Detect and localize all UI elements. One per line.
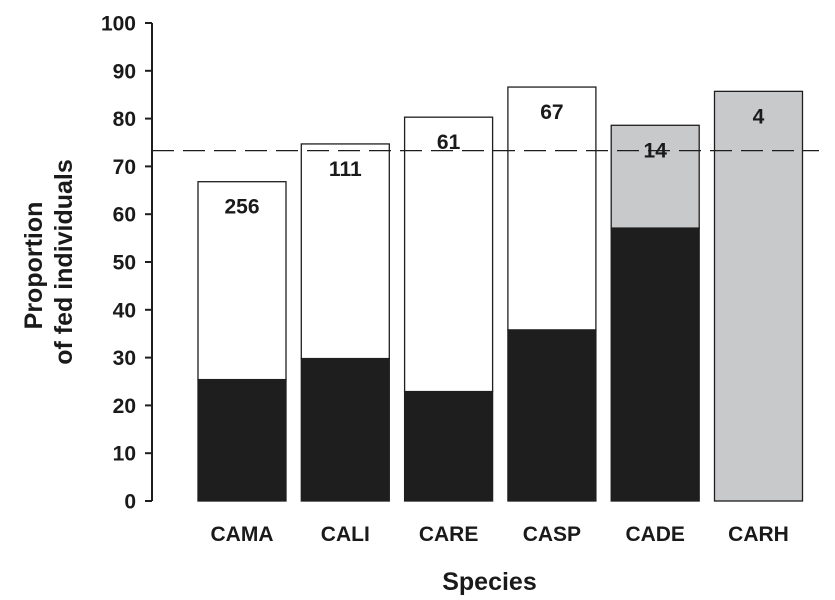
x-category-label-casp: CASP: [523, 523, 581, 546]
bar-count-label-carh: 4: [753, 105, 765, 128]
y-axis-title-line-2: of fed individuals: [50, 159, 78, 365]
bar-segment-care-0: [403, 390, 494, 502]
y-tick-label-20: 20: [113, 395, 136, 418]
bar-segment-casp-1: [507, 86, 597, 331]
x-axis-category-labels: CAMA CALI CARE CASP CADE CARH: [211, 523, 789, 546]
y-tick-label-100: 100: [101, 13, 136, 36]
x-category-label-cade: CADE: [625, 523, 685, 546]
y-axis-title-line-1: Proportion: [20, 202, 48, 330]
bar-count-labels: 256 111 61 67 14 4: [224, 101, 764, 219]
bar-count-label-cade: 14: [644, 139, 668, 162]
x-category-label-carh: CARH: [728, 523, 789, 546]
x-category-label-care: CARE: [419, 523, 479, 546]
y-tick-label-70: 70: [113, 156, 136, 179]
bar-segment-cama-1: [197, 181, 287, 381]
y-axis-ticks: 0 10 20 30 40 50 60 70 80 90 100: [101, 13, 152, 514]
y-axis-title: Proportion of fed individuals: [20, 159, 78, 365]
bar-segment-cama-0: [197, 378, 287, 502]
bar-segment-care-1: [403, 116, 494, 393]
bar-count-label-cama: 256: [224, 196, 259, 219]
y-tick-label-50: 50: [113, 252, 136, 275]
y-tick-label-10: 10: [113, 443, 136, 466]
bar-count-label-casp: 67: [540, 101, 563, 124]
y-tick-label-30: 30: [113, 347, 136, 370]
bar-count-label-cali: 111: [329, 158, 362, 181]
bar-segment-cade-0: [610, 227, 700, 502]
bar-segment-casp-0: [507, 329, 597, 502]
bar-segment-cade-2: [610, 124, 700, 229]
y-tick-label-60: 60: [113, 204, 136, 227]
y-tick-label-40: 40: [113, 299, 136, 322]
y-tick-label-0: 0: [124, 491, 136, 514]
bar-count-label-care: 61: [437, 131, 461, 154]
bar-segment-cali-0: [300, 357, 390, 502]
y-tick-label-80: 80: [113, 108, 136, 131]
bar-segment-cali-1: [300, 143, 390, 360]
x-category-label-cama: CAMA: [211, 523, 274, 546]
bars-group: [197, 86, 804, 502]
x-category-label-cali: CALI: [321, 523, 370, 546]
bar-segment-carh-2: [713, 90, 804, 502]
x-axis-title: Species: [442, 568, 537, 596]
y-tick-label-90: 90: [113, 60, 136, 83]
